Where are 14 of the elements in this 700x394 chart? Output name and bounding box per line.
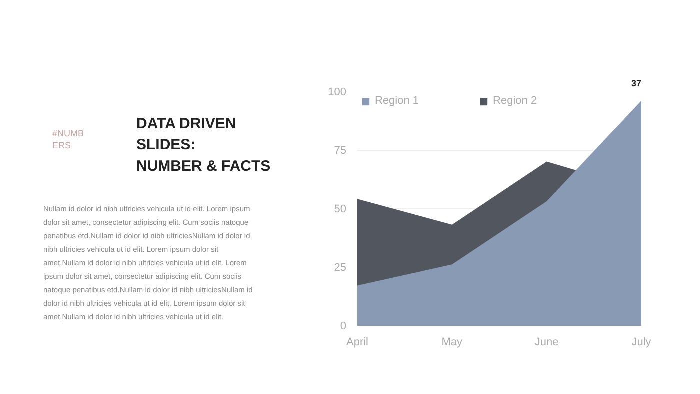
y-tick-label: 100 [328,86,347,98]
legend-label: Region 1 [375,95,420,107]
x-tick-label: June [534,336,559,348]
x-tick-label: July [632,336,652,348]
text: 37 [631,78,642,88]
y-tick-label: 0 [340,320,347,332]
text: DATA DRIVEN SLIDES: NUMBER & FACTS [136,115,271,175]
legend-label: Region 2 [493,95,538,107]
y-tick-label: 50 [334,204,347,216]
y-tick-label: 25 [334,262,347,274]
x-tick-label: May [442,336,464,348]
x-tick-label: April [346,336,369,348]
text: #NUMBERS [52,128,84,150]
y-tick-label: 75 [334,145,347,157]
